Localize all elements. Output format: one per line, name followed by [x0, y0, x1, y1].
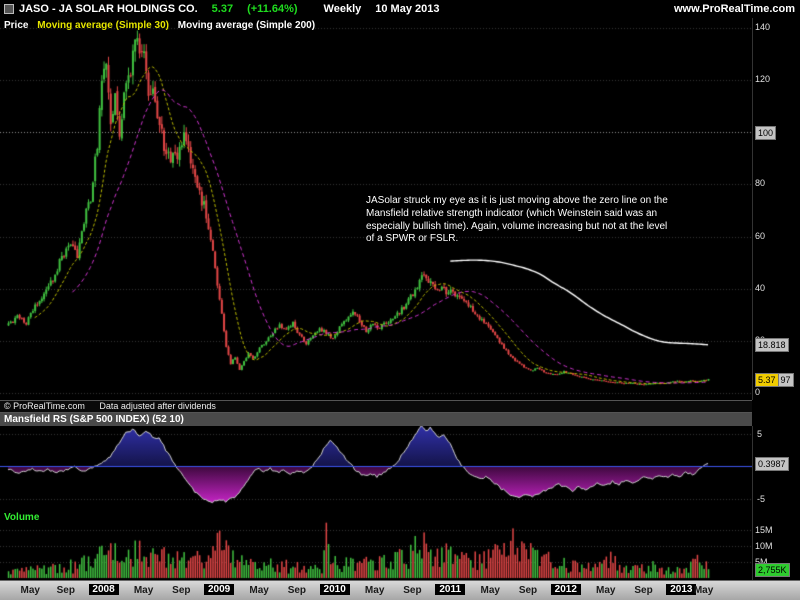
chart-window-icon: [4, 4, 14, 14]
x-axis-month-label: Sep: [172, 585, 191, 596]
volume-axis[interactable]: 15M 10M 5M 2,755K: [752, 510, 800, 580]
x-axis-month-label: Sep: [403, 585, 422, 596]
volume-axis-tick: 15M: [755, 525, 773, 535]
ma200-value-badge: 18.818: [755, 337, 789, 352]
mansfield-axis-tick: 5: [757, 428, 763, 439]
volume-value-badge: 2,755K: [755, 563, 790, 578]
x-axis-month-label: Sep: [56, 585, 75, 596]
x-axis-year-label: 2011: [435, 584, 466, 595]
title-bar: JASO - JA SOLAR HOLDINGS CO. 5.37 (+11.6…: [0, 0, 800, 18]
mansfield-title: Mansfield RS (S&P 500 INDEX) (52 10): [4, 414, 184, 425]
annotation-line: JASolar struck my eye as it is just movi…: [366, 195, 668, 206]
x-axis-month-label: May: [693, 585, 714, 596]
mansfield-axis[interactable]: 5 -5 0.3987: [752, 426, 800, 510]
x-axis-month-label: May: [480, 585, 500, 596]
price-axis-tick: 120: [755, 74, 771, 85]
x-axis-year-label: 2010: [319, 584, 350, 595]
annotation-line: of a SPWR or FSLR.: [366, 233, 459, 245]
x-axis-year-label: 2013: [666, 584, 697, 595]
dividends-note: Data adjusted after dividends: [99, 401, 216, 411]
price-axis-tick: 0: [755, 387, 761, 397]
x-axis-year-label: 2012: [550, 584, 581, 595]
volume-title[interactable]: Volume: [4, 512, 40, 523]
x-axis-year-label: 2008: [88, 584, 119, 595]
annotation-line: Mansfield relative strength indicator (w…: [366, 207, 658, 219]
price-axis-tick: 60: [755, 230, 766, 241]
legend-ma200[interactable]: Moving average (Simple 200): [177, 20, 316, 31]
overlapped-value-badge: 97: [777, 372, 794, 387]
last-price: 5.37: [211, 3, 234, 15]
price-chart-canvas[interactable]: [0, 18, 752, 400]
price-axis-tick: 80: [755, 178, 766, 189]
mansfield-indicator-header[interactable]: Mansfield RS (S&P 500 INDEX) (52 10): [0, 413, 752, 426]
x-axis-year-label: 2009: [204, 584, 235, 595]
mansfield-axis-tick: -5: [757, 493, 766, 504]
volume-axis-tick: 5M: [755, 557, 768, 567]
last-price-badge: 5.37: [755, 372, 779, 387]
annotation-line: especially bullish time). Again, volume …: [366, 220, 668, 232]
price-axis-tick: 40: [755, 282, 766, 293]
mansfield-chart-canvas[interactable]: [0, 426, 752, 510]
price-level-badge: 100: [755, 126, 777, 141]
timeframe-label[interactable]: Weekly: [323, 3, 362, 15]
x-axis-month-label: Sep: [287, 585, 307, 596]
x-axis-month-label: May: [596, 585, 616, 596]
price-legend: Price Moving average (Simple 30) Moving …: [4, 20, 315, 31]
volume-axis-tick: 10M: [755, 541, 773, 551]
x-axis-month-label: May: [249, 585, 269, 596]
price-change: (+11.64%): [247, 3, 298, 15]
volume-chart-canvas[interactable]: [0, 510, 752, 580]
last-price-badge-row: 5.37 97: [755, 372, 794, 387]
legend-ma30[interactable]: Moving average (Simple 30): [37, 20, 169, 31]
price-axis-tick: 140: [755, 22, 771, 32]
x-axis-month-label: May: [364, 585, 385, 596]
mansfield-value-badge: 0.3987: [755, 457, 789, 472]
x-axis-month-label: Sep: [634, 585, 653, 596]
prorealtime-site-link[interactable]: www.ProRealTime.com: [673, 3, 795, 15]
x-axis-month-label: Sep: [518, 585, 538, 596]
copyright-bar: © ProRealTime.com Data adjusted after di…: [0, 400, 752, 413]
x-axis-month-label: May: [20, 585, 40, 596]
legend-price[interactable]: Price: [4, 20, 29, 31]
x-axis-month-label: May: [133, 585, 154, 596]
symbol-title: JASO - JA SOLAR HOLDINGS CO.: [19, 3, 198, 15]
date-label: 10 May 2013: [375, 3, 440, 15]
chart-annotation-note: JASolar struck my eye as it is just movi…: [366, 195, 700, 246]
copyright-text: © ProRealTime.com: [4, 401, 85, 411]
time-axis[interactable]: May Sep 2008 May Sep 2009 May Sep 2010 May Sep 2011…: [0, 580, 800, 600]
